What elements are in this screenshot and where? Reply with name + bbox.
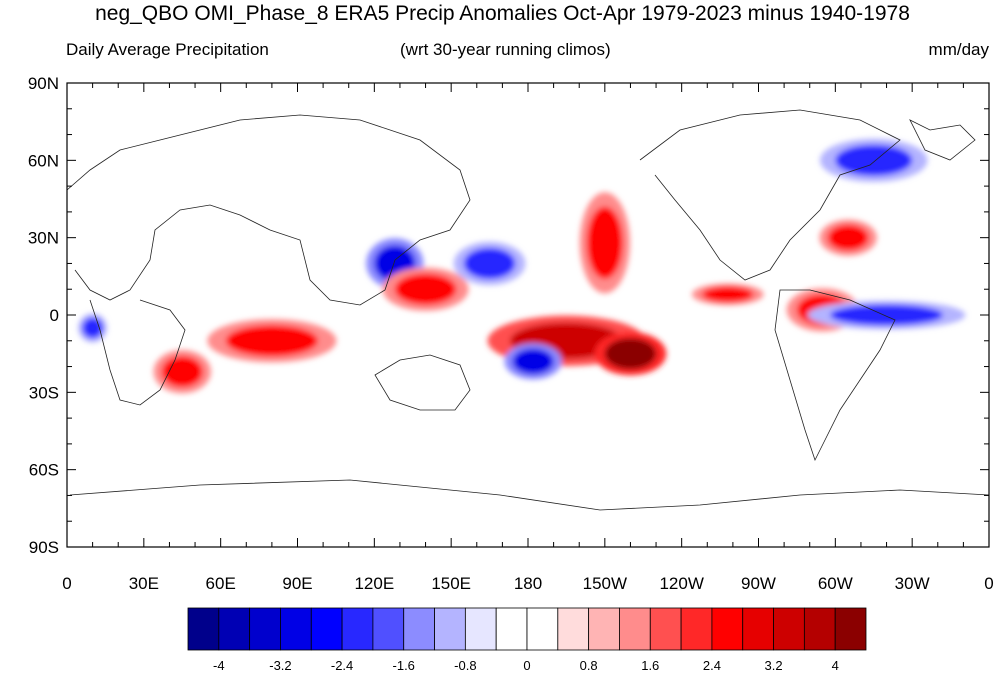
colorbar-box [619,607,651,651]
lat-label: 30S [29,383,59,402]
subtitle-units: mm/day [928,40,989,59]
lon-label: 30W [895,574,930,593]
colorbar-label: 0.8 [580,658,598,673]
subtitle-reference: (wrt 30-year running climos) [400,40,611,59]
lon-label: 120E [354,574,394,593]
lat-label: 60S [29,461,59,480]
lon-label: 90W [741,574,776,593]
colorbar-label: 1.6 [641,658,659,673]
colorbar-box [649,607,682,651]
colorbar-box [341,607,374,651]
longitude-labels: 0 30E 60E 90E 120E 150E 180 150W 120W 90W 60W 30W 0 [62,574,993,593]
anomaly-core [512,348,554,375]
axis-ticks [66,82,990,548]
lon-label: 180 [514,574,542,593]
colorbar-box [495,607,528,651]
colorbar-label: -1.6 [393,658,415,673]
lon-label: 60W [818,574,853,593]
lon-label: 150W [583,574,627,593]
lon-label: 150E [431,574,471,593]
colorbar-label: 3.2 [765,658,783,673]
anomaly-core [604,338,657,370]
colorbar-label: 4 [832,658,839,673]
anomaly-core [161,356,203,388]
lon-label: 120W [659,574,703,593]
lon-label: 30E [129,574,159,593]
colorbar-box [249,607,281,651]
colorbar-box [557,607,590,651]
anomaly-core [586,206,623,279]
colorbar-box [310,607,343,651]
colorbar [187,607,867,651]
lon-label: 0 [62,574,71,593]
lat-label: 30N [28,229,59,248]
colorbar-label: 0 [523,658,530,673]
lat-label: 60N [28,151,59,170]
anomaly-core [82,317,103,339]
colorbar-box [526,607,559,651]
colorbar-box [680,607,713,651]
coastlines [67,109,989,511]
colorbar-box [711,607,744,651]
anomaly-core [463,247,516,279]
colorbar-box [834,607,867,651]
lat-label: 0 [50,306,59,325]
colorbar-box [742,607,774,651]
latitude-labels: 90N 60N 30N 0 30S 60S 90S [28,74,59,557]
anomaly-core [835,144,913,176]
anomaly-core [394,273,457,305]
colorbar-label: -0.8 [454,658,476,673]
precip-anomaly-field [78,138,966,394]
colorbar-label: -4 [213,658,225,673]
colorbar-box [372,607,405,651]
lon-label: 0 [984,574,993,593]
colorbar-box [280,607,312,651]
colorbar-box [773,607,805,651]
colorbar-box [803,607,836,651]
colorbar-box [187,607,220,651]
lat-label: 90N [28,74,59,93]
lon-label: 60E [206,574,236,593]
colorbar-box [434,607,466,651]
colorbar-label: 2.4 [703,658,721,673]
colorbar-label: -3.2 [269,658,291,673]
colorbar-box [403,607,435,651]
subtitle-variable: Daily Average Precipitation [66,40,269,59]
anomaly-core [827,224,869,251]
colorbar-label: -2.4 [331,658,353,673]
map-title: neg_QBO OMI_Phase_8 ERA5 Precip Anomalie… [95,2,910,25]
colorbar-box [218,607,251,651]
anomaly-core [830,304,943,326]
lat-label: 90S [29,538,59,557]
anomaly-core [702,286,754,303]
anomaly-core [225,325,318,357]
colorbar-labels: -4 -3.2 -2.4 -1.6 -0.8 0 0.8 1.6 2.4 3.2 4 [213,658,839,673]
lon-label: 90E [282,574,312,593]
colorbar-box [588,607,620,651]
colorbar-box [464,607,497,651]
